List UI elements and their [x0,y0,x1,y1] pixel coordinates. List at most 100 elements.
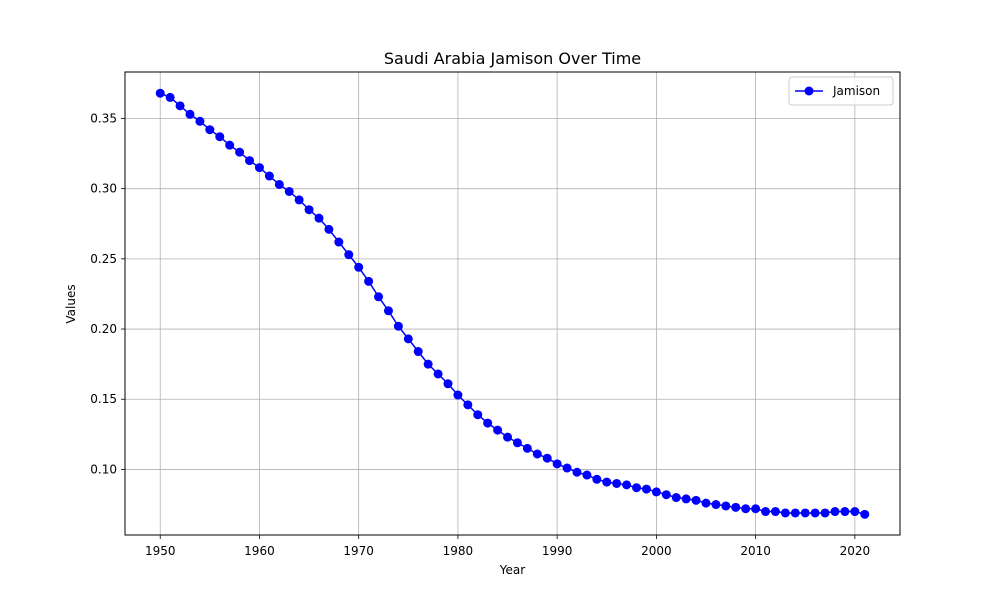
data-point [661,490,671,500]
data-point [463,400,473,410]
data-point [443,379,453,389]
data-point [552,459,562,469]
x-tick-label: 2020 [840,544,871,558]
data-point [195,116,205,126]
data-point [344,250,354,260]
y-axis-label: Values [64,284,78,323]
data-point [304,205,314,215]
x-axis-label: Year [499,563,525,577]
legend-box [788,76,894,106]
data-point [254,163,264,173]
data-point [701,498,711,508]
data-point [562,463,572,473]
data-point [205,125,215,135]
data-point [493,425,503,435]
y-tick-label: 0.20 [90,322,117,336]
y-tick-label: 0.10 [90,462,117,476]
data-point [364,276,374,286]
data-point [572,467,582,477]
data-point [403,334,413,344]
data-point [473,410,483,420]
data-point [453,390,463,400]
data-point [413,347,423,357]
data-point [245,156,255,166]
grid-lines [125,72,900,535]
data-point [393,321,403,331]
data-point [761,507,771,517]
data-point [731,502,741,512]
data-point [751,504,761,514]
data-point [721,501,731,511]
data-point [820,508,830,518]
data-point [770,507,780,517]
data-point [165,92,175,102]
data-point [850,507,860,517]
data-point [780,508,790,518]
data-point [503,432,513,442]
data-point [632,483,642,493]
data-point [810,508,820,518]
data-point [225,140,235,150]
data-point [612,478,622,488]
data-point [860,509,870,519]
data-point [483,418,493,428]
legend: Jamison [788,76,894,106]
data-point [622,480,632,490]
data-point [830,507,840,517]
y-tick-label: 0.30 [90,182,117,196]
data-point [512,438,522,448]
data-point [681,494,691,504]
data-point [711,500,721,510]
x-axis-ticks: 1950 1960 1970 1980 1990 2000 2010 2020 [145,535,870,558]
data-point [532,449,542,459]
y-tick-label: 0.35 [90,111,117,125]
data-point [542,453,552,463]
data-point [185,109,195,119]
data-point [235,147,245,157]
data-point [790,508,800,518]
x-tick-label: 1970 [343,544,374,558]
data-point [423,359,433,369]
data-point [671,493,681,503]
data-point [374,292,384,302]
data-point [433,369,443,379]
data-point [324,224,334,234]
x-tick-label: 1990 [542,544,573,558]
data-point [264,171,274,181]
series-layer [155,88,870,519]
data-point [691,495,701,505]
data-point [294,195,304,205]
data-point [522,443,532,453]
data-point [314,213,324,223]
data-point [651,487,661,497]
data-point [175,101,185,111]
data-point [840,507,850,517]
data-point [354,262,364,272]
plot-frame [124,71,901,536]
data-point [215,132,225,142]
data-point [334,237,344,247]
y-tick-label: 0.15 [90,392,117,406]
data-point [800,508,810,518]
data-point [383,306,393,316]
x-tick-label: 2000 [641,544,672,558]
x-tick-label: 1960 [244,544,275,558]
data-point [741,504,751,514]
legend-marker-swatch [804,86,814,96]
data-point [155,88,165,98]
x-tick-label: 2010 [740,544,771,558]
y-tick-label: 0.25 [90,252,117,266]
data-point [274,179,284,189]
legend-label-jamison: Jamison [832,84,880,98]
data-point [284,186,294,196]
y-axis-ticks: 0.10 0.15 0.20 0.25 0.30 0.35 [90,111,125,476]
data-point [641,484,651,494]
data-point [602,477,612,487]
data-point [592,474,602,484]
data-point [582,470,592,480]
x-tick-label: 1980 [443,544,474,558]
chart-title: Saudi Arabia Jamison Over Time [384,49,641,68]
x-tick-label: 1950 [145,544,176,558]
